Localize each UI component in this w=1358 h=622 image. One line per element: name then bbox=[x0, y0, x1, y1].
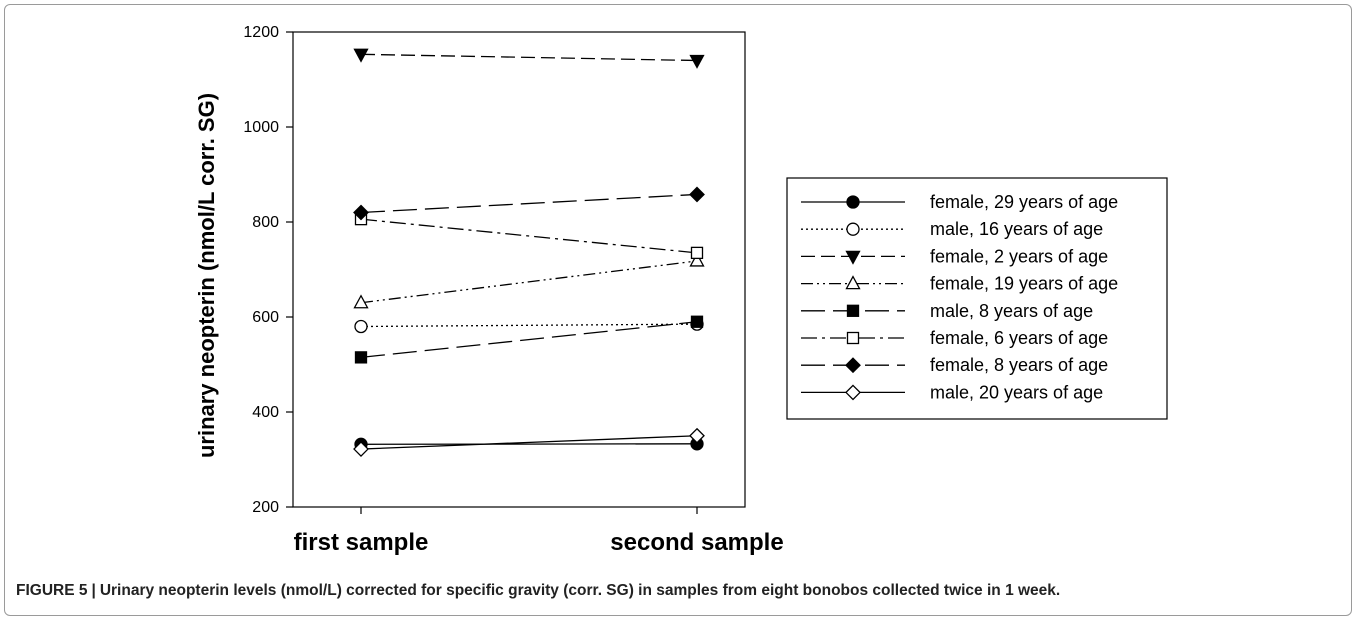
y-tick-label: 800 bbox=[252, 214, 279, 231]
legend-marker bbox=[846, 195, 860, 209]
figure-caption: FIGURE 5 | Urinary neopterin levels (nmol/… bbox=[16, 582, 1061, 599]
legend-entry: male, 16 years of age bbox=[801, 219, 1103, 239]
legend-marker bbox=[845, 250, 861, 265]
data-point bbox=[689, 54, 705, 69]
y-tick-label: 400 bbox=[252, 404, 279, 421]
legend-entry: male, 20 years of age bbox=[801, 382, 1103, 402]
series-line bbox=[360, 53, 698, 62]
series-7 bbox=[353, 186, 705, 221]
data-point bbox=[353, 204, 369, 221]
data-point bbox=[689, 186, 705, 203]
series-1 bbox=[354, 437, 704, 451]
legend-label: male, 16 years of age bbox=[930, 219, 1103, 239]
legend-marker bbox=[846, 304, 860, 317]
legend-label: female, 19 years of age bbox=[930, 274, 1118, 294]
series-line bbox=[360, 260, 698, 304]
data-point bbox=[690, 315, 704, 328]
plot-area bbox=[292, 31, 746, 508]
series-4 bbox=[353, 252, 705, 309]
series-line bbox=[360, 321, 698, 359]
legend-label: female, 8 years of age bbox=[930, 355, 1108, 375]
series-2 bbox=[354, 317, 704, 334]
legend-label: female, 2 years of age bbox=[930, 246, 1108, 266]
data-point bbox=[689, 427, 705, 444]
series-6 bbox=[354, 212, 704, 260]
data-point bbox=[354, 351, 368, 364]
series-line bbox=[360, 435, 698, 450]
data-point bbox=[689, 252, 705, 267]
legend-entry: male, 8 years of age bbox=[801, 301, 1093, 321]
legend-label: male, 20 years of age bbox=[930, 382, 1103, 402]
legend-entry: female, 29 years of age bbox=[801, 192, 1118, 212]
y-tick-label: 1000 bbox=[243, 119, 279, 136]
series-8 bbox=[353, 427, 705, 457]
legend-entry: female, 6 years of age bbox=[801, 328, 1108, 348]
y-tick-label: 600 bbox=[252, 309, 279, 326]
x-category-label: first sample bbox=[294, 529, 429, 556]
legend-marker bbox=[845, 384, 861, 401]
data-point bbox=[353, 48, 369, 63]
legend-marker bbox=[845, 275, 861, 290]
data-point bbox=[353, 441, 369, 457]
legend-entry: female, 19 years of age bbox=[801, 274, 1118, 294]
y-axis-title: urinary neopterin (nmol/L corr. SG) bbox=[194, 93, 219, 458]
caption-text: Urinary neopterin levels (nmol/L) correc… bbox=[99, 582, 1061, 599]
series-3 bbox=[353, 48, 705, 69]
legend-label: male, 8 years of age bbox=[930, 301, 1093, 321]
legend-entry: female, 8 years of age bbox=[801, 355, 1108, 375]
figure-label: FIGURE 5 bbox=[16, 582, 88, 599]
legend-marker bbox=[846, 222, 860, 236]
y-tick-label: 200 bbox=[252, 499, 279, 516]
legend-label: female, 6 years of age bbox=[930, 328, 1108, 348]
series-line bbox=[360, 193, 698, 214]
series-5 bbox=[354, 315, 704, 364]
y-tick-label: 1200 bbox=[243, 24, 279, 41]
series-line bbox=[360, 323, 698, 328]
series-line bbox=[360, 218, 698, 254]
data-point bbox=[690, 246, 704, 260]
data-point bbox=[354, 319, 368, 334]
legend-marker bbox=[845, 357, 861, 374]
chart: 200 400 600 800 1000 1200 first sample second s… bbox=[194, 24, 1168, 556]
legend bbox=[786, 177, 1168, 420]
legend-entry: female, 2 years of age bbox=[801, 246, 1108, 266]
data-point bbox=[353, 294, 369, 309]
figure-frame bbox=[4, 4, 1352, 616]
legend-label: female, 29 years of age bbox=[930, 192, 1118, 212]
x-category-label: second sample bbox=[610, 529, 783, 556]
legend-marker bbox=[846, 331, 860, 345]
